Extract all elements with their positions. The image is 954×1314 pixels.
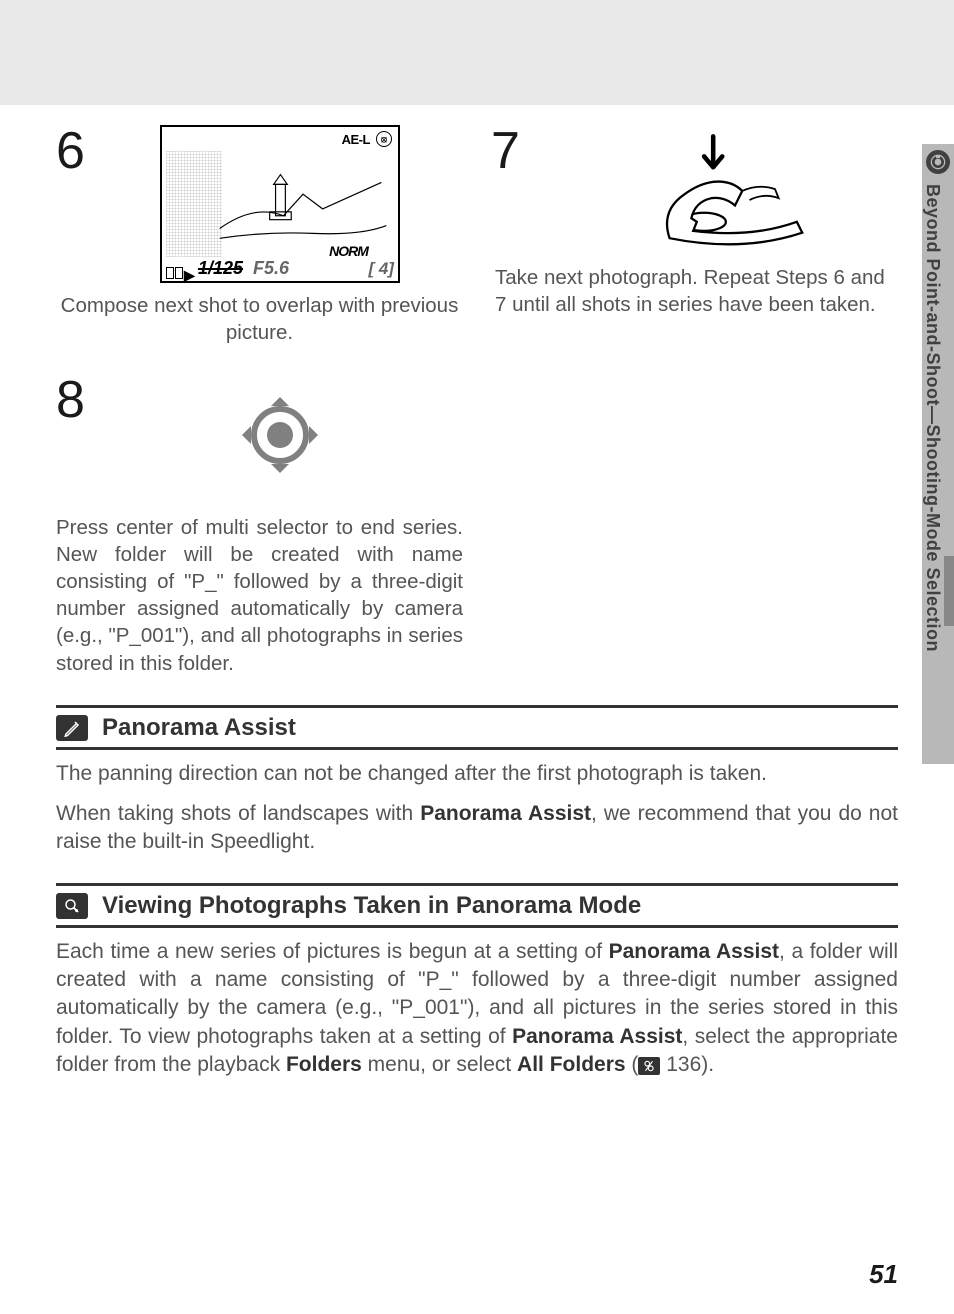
step-7: 7 Take next photograph. Repeat Steps 6 a…	[491, 125, 898, 346]
page-reference: 136).	[660, 1053, 714, 1076]
lock-icon: ⦻	[376, 131, 392, 147]
step-number-6: 6	[56, 125, 85, 177]
bold-folders: Folders	[286, 1053, 362, 1076]
panorama-direction-icon: ▶	[166, 267, 192, 279]
page-number: 51	[869, 1259, 898, 1290]
step-8-caption: Press center of multi selector to end se…	[56, 514, 463, 676]
side-tab-label: Beyond Point-and-Shoot—Shooting-Mode Sel…	[922, 182, 943, 652]
shutter-value: 1/125	[198, 258, 243, 279]
step-6-caption: Compose next shot to overlap with previo…	[56, 293, 463, 346]
note-icon	[56, 715, 88, 741]
panorama-p1: The panning direction can not be changed…	[56, 760, 898, 788]
side-tab: Beyond Point-and-Shoot—Shooting-Mode Sel…	[922, 144, 954, 764]
ael-label: AE-L	[342, 132, 370, 147]
section-panorama-assist: Panorama Assist	[56, 705, 898, 750]
step-8-diagram	[97, 374, 463, 504]
step-7-diagram	[532, 125, 898, 255]
text-fragment: Each time a new series of pictures is be…	[56, 940, 609, 963]
top-banner	[0, 0, 954, 105]
aperture-value: F5.6	[253, 258, 289, 279]
step-6-diagram: AE-L ⦻	[97, 125, 463, 283]
text-fragment: menu, or select	[362, 1053, 517, 1076]
section-title-panorama: Panorama Assist	[102, 714, 296, 742]
bold-panorama-assist: Panorama Assist	[512, 1025, 682, 1048]
bold-panorama-assist: Panorama Assist	[420, 802, 591, 825]
section-title-viewing: Viewing Photographs Taken in Panorama Mo…	[102, 892, 641, 920]
step-6: 6 AE-L ⦻	[56, 125, 463, 346]
side-marker	[944, 556, 954, 626]
lcd-scene	[212, 155, 394, 253]
step-7-caption: Take next photograph. Repeat Steps 6 and…	[491, 265, 898, 318]
camera-mode-icon	[926, 150, 950, 174]
text-fragment: When taking shots of landscapes with	[56, 802, 420, 825]
norm-label: NORM	[329, 243, 368, 259]
bold-all-folders: All Folders	[517, 1053, 626, 1076]
step-8: 8 Press center of multi selector to end …	[56, 374, 463, 676]
lcd-screen: AE-L ⦻	[160, 125, 400, 283]
frame-count: [ 4]	[368, 259, 394, 279]
section-viewing-photographs: Viewing Photographs Taken in Panorama Mo…	[56, 883, 898, 928]
step-number-8: 8	[56, 374, 85, 426]
tip-icon	[56, 893, 88, 919]
page-reference-icon	[638, 1057, 660, 1075]
viewing-p1: Each time a new series of pictures is be…	[56, 938, 898, 1080]
bold-panorama-assist: Panorama Assist	[609, 940, 779, 963]
panorama-p2: When taking shots of landscapes with Pan…	[56, 800, 898, 857]
text-fragment: (	[626, 1053, 639, 1076]
multiselector-icon	[235, 390, 325, 480]
step-number-7: 7	[491, 125, 520, 177]
